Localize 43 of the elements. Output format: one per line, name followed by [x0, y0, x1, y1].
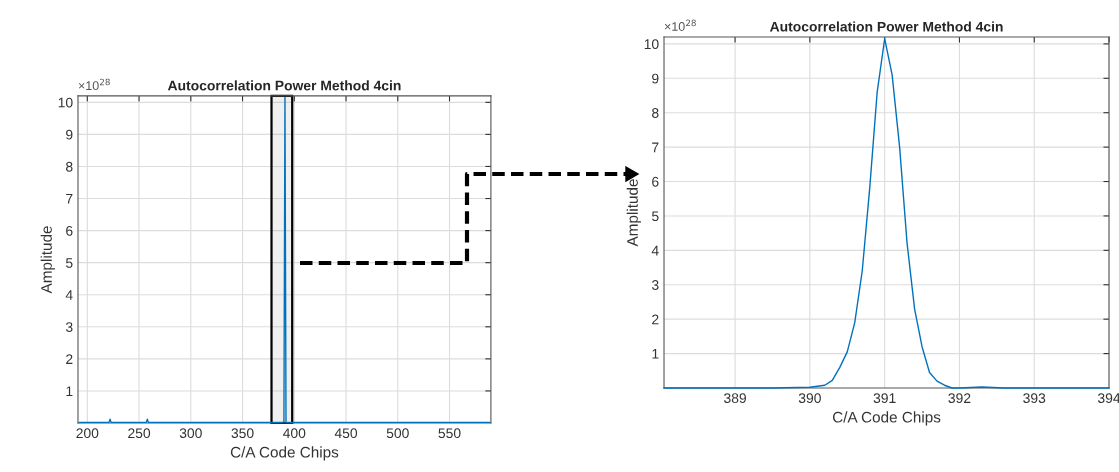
y-tick-label: 1: [66, 386, 73, 396]
chart-title: Autocorrelation Power Method 4cin: [167, 80, 401, 91]
y-tick-label: 3: [651, 280, 659, 290]
x-tick-label: 390: [798, 393, 821, 404]
y-tick-label: 8: [652, 108, 659, 118]
x-tick-label: 300: [179, 428, 202, 439]
y-tick-label: 3: [65, 322, 73, 332]
line-series: [78, 96, 491, 424]
text: ×10$^{28}$: [664, 19, 696, 31]
y-axis-title: Amplitude: [40, 226, 55, 294]
y-tick-label: 5: [65, 258, 73, 268]
y-tick-label: 7: [652, 142, 659, 153]
y-tick-label: 6: [66, 225, 73, 236]
line-series: [663, 38, 1110, 389]
y-tick-label: 2: [652, 314, 659, 325]
x-tick-label: 350: [231, 428, 254, 439]
x-tick-label: 392: [948, 393, 971, 404]
text: ×10$^{28}$: [78, 78, 110, 91]
x-tick-label: 500: [386, 428, 409, 439]
y-tick-label: 4: [65, 290, 73, 300]
y-tick-label: 5: [651, 211, 659, 222]
y-tick-label: 4: [651, 245, 659, 256]
y-axis-title: Amplitude: [626, 179, 641, 247]
y-tick-label: 9: [66, 129, 73, 140]
x-tick-label: 250: [128, 428, 151, 439]
x-tick-label: 389: [724, 393, 746, 404]
y-tick-label: 6: [652, 176, 659, 187]
chart-title: Autocorrelation Power Method 4cin: [769, 21, 1003, 32]
x-tick-label: 550: [438, 428, 461, 439]
x-axis-title: C/A Code Chips: [230, 446, 339, 461]
x-tick-label: 393: [1023, 393, 1046, 404]
x-axis-title: C/A Code Chips: [832, 411, 941, 426]
x-tick-label: 450: [334, 428, 358, 439]
y-tick-label: 10: [644, 39, 659, 50]
y-tick-label: 10: [58, 97, 73, 108]
y-tick-label: 1: [652, 349, 659, 359]
y-tick-label: 7: [66, 194, 73, 204]
y-tick-label: 8: [66, 161, 73, 172]
y-tick-label: 2: [66, 354, 73, 364]
x-tick-label: 391: [873, 393, 896, 404]
x-tick-label: 200: [76, 428, 99, 439]
y-tick-label: 9: [652, 73, 659, 84]
x-tick-label: 400: [283, 428, 306, 439]
